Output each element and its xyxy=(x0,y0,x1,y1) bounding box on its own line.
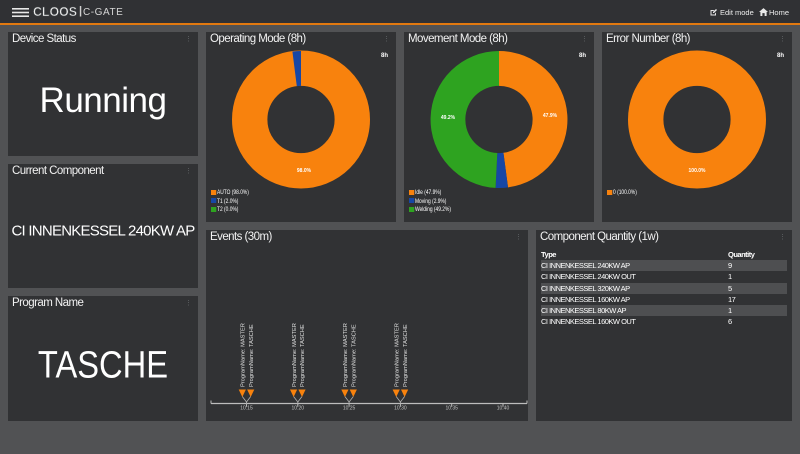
svg-text:10:35: 10:35 xyxy=(445,406,458,412)
svg-text:10:20: 10:20 xyxy=(292,406,305,412)
svg-text:ProgramName: TASCHE: ProgramName: TASCHE xyxy=(249,324,255,387)
svg-text:ProgramName: TASCHE: ProgramName: TASCHE xyxy=(300,324,306,387)
svg-text:ProgramName: TASCHE: ProgramName: TASCHE xyxy=(352,324,358,387)
svg-text:10:25: 10:25 xyxy=(343,406,356,412)
svg-text:CLOOS: CLOOS xyxy=(33,5,77,19)
svg-text:ProgramName: MASTER: ProgramName: MASTER xyxy=(394,323,400,387)
svg-text:ProgramName: TASCHE: ProgramName: TASCHE xyxy=(403,324,409,387)
svg-text:CLOOS: CLOOS xyxy=(33,5,77,19)
svg-text:ProgramName: MASTER: ProgramName: MASTER xyxy=(343,323,349,387)
svg-text:10:30: 10:30 xyxy=(394,406,407,412)
svg-text:10:15: 10:15 xyxy=(240,406,253,412)
svg-text:ProgramName: MASTER: ProgramName: MASTER xyxy=(241,323,247,387)
svg-text:ProgramName: MASTER: ProgramName: MASTER xyxy=(292,323,298,387)
svg-text:10:40: 10:40 xyxy=(497,406,510,412)
